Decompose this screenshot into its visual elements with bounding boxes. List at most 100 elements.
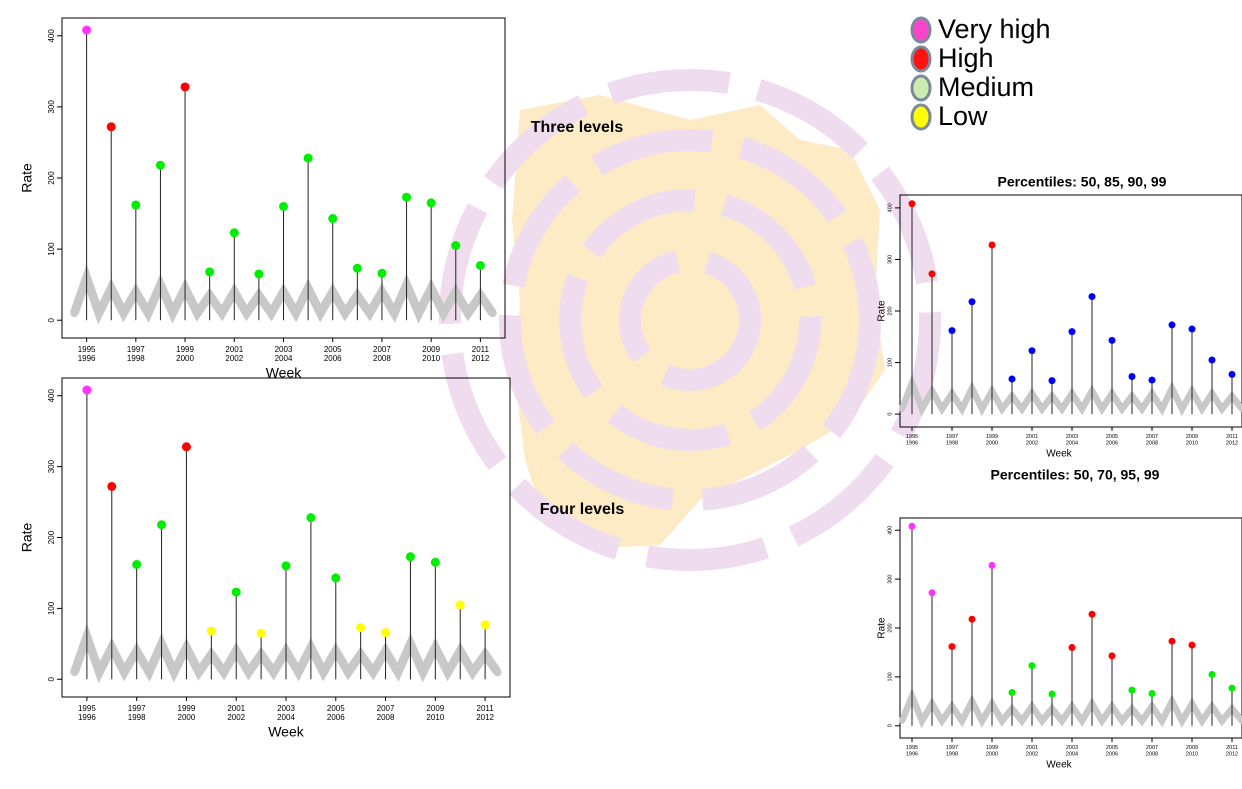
peak-point [475,260,485,270]
baseline-point [193,309,202,318]
peak-point [1028,347,1036,355]
y-tick-label: 200 [887,306,893,315]
baseline-point [959,405,965,412]
peak-point [948,327,956,335]
baseline-point [1039,405,1045,412]
peak-point [306,513,316,523]
y-tick-label: 100 [47,242,56,256]
baseline-point [979,405,985,412]
baseline-point [394,668,402,677]
baseline-point [1059,717,1065,724]
x-tick-label: 1997 [128,704,146,713]
peak-point [988,561,996,569]
x-tick-label: 2006 [324,354,342,363]
peak-point [908,522,916,530]
peak-point [1068,644,1076,652]
peak-point [106,122,116,132]
legend-label: High [938,43,994,73]
chart-annotation: Three levels [531,119,624,136]
baseline-point [1219,717,1225,724]
baseline-point [418,668,427,677]
x-tick-label: 2007 [1146,434,1158,440]
baseline-point [979,717,985,724]
peak-point [426,198,436,208]
peak-point [402,192,412,202]
baseline-point [1079,717,1085,724]
y-tick-label: 200 [47,530,56,544]
legend-label: Very high [938,14,1051,44]
baseline-point [899,405,905,412]
peak-point [132,559,142,569]
x-tick-label: 1998 [946,751,958,757]
legend-label: Low [938,101,988,131]
peak-point [1048,377,1056,385]
x-tick-label: 2004 [277,713,295,722]
x-tick-label: 2008 [1146,440,1158,446]
baseline-point [1099,717,1105,724]
peak-point [1148,690,1156,698]
x-tick-label: 2000 [176,354,194,363]
baseline-point [120,668,129,677]
baseline-point [390,309,399,318]
peak-point [131,200,141,210]
baseline-point [242,309,251,318]
baseline-point [1139,717,1145,724]
peak-point [181,442,191,452]
x-axis-label: Week [268,724,305,740]
peak-point [1108,336,1116,344]
x-tick-label: 2005 [327,704,345,713]
legend-marker [910,16,932,44]
baseline-point [244,668,253,677]
baseline-point [1239,717,1242,724]
baseline-point [1199,405,1205,412]
x-tick-label: 2005 [324,345,342,354]
x-tick-label: 2008 [377,713,395,722]
y-tick-label: 100 [887,672,893,681]
baseline-point [267,309,276,318]
x-tick-label: 1999 [986,745,998,751]
x-tick-label: 2007 [373,345,391,354]
y-tick-label: 0 [47,677,56,682]
baseline-point [1199,717,1205,724]
baseline-point [1159,717,1165,724]
x-tick-label: 1997 [127,345,145,354]
x-tick-label: 1995 [906,745,918,751]
peak-point [1188,325,1196,333]
chart-annotation: Four levels [540,501,625,518]
peak-point [968,615,976,623]
baseline-point [1019,405,1025,412]
peak-point [1228,684,1236,692]
baseline-point [291,309,300,318]
peak-point [1048,690,1056,698]
y-tick-label: 0 [887,724,893,727]
y-tick-label: 200 [47,171,56,185]
baseline-point [443,668,452,677]
baseline-point [1159,405,1165,412]
peak-point [231,587,241,597]
x-tick-label: 1999 [178,704,196,713]
x-tick-label: 1995 [906,434,918,440]
baseline-point [145,668,154,677]
y-tick-label: 400 [887,526,893,535]
x-tick-label: 2006 [327,713,345,722]
x-tick-label: 1999 [986,434,998,440]
baseline-point [144,309,153,318]
peak-point [1028,662,1036,670]
x-tick-label: 2004 [275,354,293,363]
x-tick-label: 2011 [1226,434,1238,440]
legend-marker [910,74,932,102]
peak-point [455,600,465,610]
x-tick-label: 1996 [78,354,96,363]
y-tick-label: 400 [47,389,56,403]
peak-point [279,201,288,211]
peak-point [256,628,266,638]
x-tick-label: 2002 [227,713,245,722]
baseline-point [269,668,278,677]
x-tick-label: 2003 [277,704,295,713]
baseline-point [414,309,423,318]
baseline-point [1119,405,1125,412]
